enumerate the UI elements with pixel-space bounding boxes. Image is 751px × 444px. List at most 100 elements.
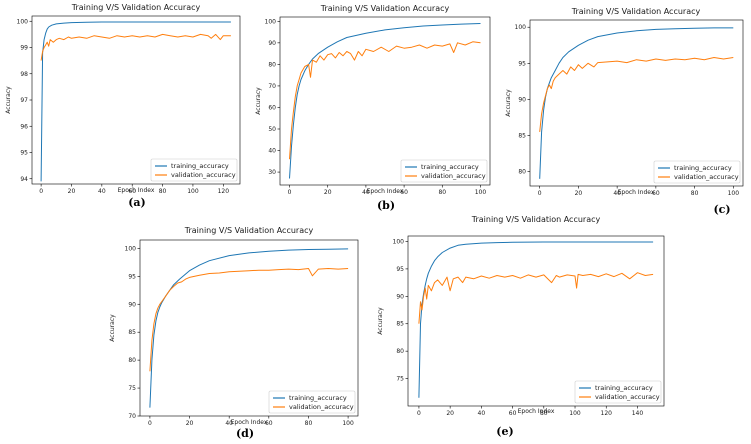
y-tick-label: 85 <box>128 329 136 336</box>
y-tick-label: 94 <box>20 176 28 183</box>
x-tick-label: 20 <box>186 420 194 427</box>
series-line-training-accuracy <box>40 21 231 182</box>
series-line-validation-accuracy <box>289 41 481 160</box>
legend-label: training_accuracy <box>171 162 229 170</box>
plot-frame <box>529 19 744 187</box>
y-tick-label: 80 <box>128 357 136 364</box>
x-tick-label: 140 <box>632 410 644 417</box>
x-tick-label: 100 <box>569 410 581 417</box>
y-tick-label: 30 <box>268 169 276 176</box>
chart-d: Training V/S Validation Accuracy 0 20 40 60 8… <box>109 226 359 427</box>
y-tick-label: 100 <box>515 24 527 31</box>
y-tick-label: 95 <box>20 150 28 157</box>
panel-caption-a: (a) <box>128 196 146 209</box>
panel-caption-e: (e) <box>496 425 514 438</box>
y-tick-label: 85 <box>518 132 526 139</box>
x-tick-label: 20 <box>446 410 454 417</box>
y-tick-label: 97 <box>20 97 28 104</box>
x-tick-label: 60 <box>400 189 408 196</box>
y-tick-label: 50 <box>268 126 276 133</box>
panel-caption-c: (c) <box>713 203 731 216</box>
y-axis-label: Accuracy <box>505 89 512 117</box>
x-tick-label: 40 <box>362 189 370 196</box>
legend-box <box>574 380 662 404</box>
x-tick-label: 40 <box>613 190 621 197</box>
x-tick-label: 20 <box>324 189 332 196</box>
x-tick-label: 40 <box>478 410 486 417</box>
chart-title: Training V/S Validation Accuracy <box>320 4 450 13</box>
x-tick-label: 20 <box>575 190 583 197</box>
x-tick-label: 60 <box>128 188 136 195</box>
x-tick-label: 60 <box>509 410 517 417</box>
y-tick-label: 100 <box>265 18 277 25</box>
y-tick-label: 70 <box>128 413 136 420</box>
y-tick-label: 96 <box>20 123 28 130</box>
legend-label: validation_accuracy <box>595 393 660 401</box>
x-tick-label: 0 <box>39 188 43 195</box>
y-axis-label: Accuracy <box>255 87 262 115</box>
x-tick-label: 100 <box>728 190 740 197</box>
x-tick-label: 80 <box>159 188 167 195</box>
x-tick-label: 100 <box>475 189 487 196</box>
chart-c: Training V/S Validation Accuracy 0 20 40 60 8… <box>505 7 744 197</box>
x-tick-label: 120 <box>601 410 613 417</box>
x-tick-label: 80 <box>305 420 313 427</box>
x-axis-label: Epoch Index <box>231 419 268 426</box>
x-tick-label: 20 <box>68 188 76 195</box>
y-tick-label: 90 <box>268 40 276 47</box>
x-tick-label: 0 <box>288 189 292 196</box>
x-tick-label: 100 <box>342 420 354 427</box>
y-tick-label: 75 <box>396 376 404 383</box>
x-tick-label: 60 <box>652 190 660 197</box>
x-tick-label: 40 <box>225 420 233 427</box>
y-tick-label: 40 <box>268 148 276 155</box>
plot-frame <box>139 239 359 417</box>
legend-label: validation_accuracy <box>289 403 354 411</box>
x-tick-label: 0 <box>538 190 542 197</box>
y-tick-label: 95 <box>396 266 404 273</box>
series-line-training-accuracy <box>418 241 654 398</box>
y-tick-label: 100 <box>393 238 405 245</box>
x-axis-label: Epoch Index <box>367 188 404 195</box>
x-tick-label: 80 <box>438 189 446 196</box>
x-tick-label: 0 <box>417 410 421 417</box>
x-tick-label: 80 <box>691 190 699 197</box>
series-line-validation-accuracy <box>418 272 654 324</box>
plot-frame <box>279 16 491 186</box>
chart-title: Training V/S Validation Accuracy <box>471 215 601 224</box>
x-axis-label: Epoch Index <box>618 189 655 196</box>
chart-a: Training V/S Validation Accuracy 0 20 40 60 8… <box>5 3 241 195</box>
y-tick-label: 80 <box>268 61 276 68</box>
y-tick-label: 60 <box>268 104 276 111</box>
y-tick-label: 90 <box>128 301 136 308</box>
y-tick-label: 80 <box>518 169 526 176</box>
y-tick-label: 90 <box>396 293 404 300</box>
legend-box <box>653 160 741 184</box>
y-axis-label: Accuracy <box>377 307 384 335</box>
plot-frame <box>407 235 665 407</box>
legend-label: training_accuracy <box>595 384 653 392</box>
y-axis-label: Accuracy <box>109 314 116 342</box>
chart-title: Training V/S Validation Accuracy <box>184 226 314 235</box>
y-tick-label: 98 <box>20 71 28 78</box>
panel-caption-d: (d) <box>235 427 255 440</box>
legend-box <box>400 159 488 183</box>
series-line-training-accuracy <box>539 27 734 179</box>
chart-e: Training V/S Validation Accuracy 0 20 40 60 8… <box>377 215 665 417</box>
y-tick-label: 80 <box>396 348 404 355</box>
series-line-training-accuracy <box>149 248 349 408</box>
x-axis-label: Epoch Index <box>118 187 155 194</box>
legend-label: training_accuracy <box>421 163 479 171</box>
legend-label: validation_accuracy <box>421 172 486 180</box>
legend-label: training_accuracy <box>289 394 347 402</box>
panel-caption-b: (b) <box>376 199 396 212</box>
series-line-training-accuracy <box>289 23 481 179</box>
chart-title: Training V/S Validation Accuracy <box>571 7 701 16</box>
legend-box <box>150 158 238 182</box>
x-tick-label: 40 <box>98 188 106 195</box>
series-line-validation-accuracy <box>149 268 349 372</box>
